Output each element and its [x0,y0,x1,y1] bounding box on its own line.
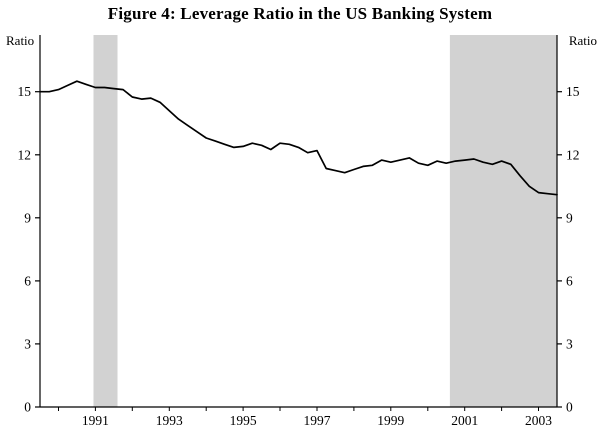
recession-band [93,35,118,407]
y-tick-label-right: 9 [566,210,573,225]
y-axis-unit-label-right: Ratio [568,33,597,48]
leverage-ratio-line [39,80,558,196]
y-tick-label-left: 12 [18,147,32,162]
y-tick-label-left: 0 [24,400,31,415]
x-tick-label: 2003 [525,413,552,428]
recession-band [449,35,557,407]
x-tick-label: 1995 [230,413,257,428]
x-tick-label: 1991 [82,413,109,428]
x-tick-label: 1993 [156,413,183,428]
y-tick-label-right: 6 [566,273,573,288]
x-tick-label: 1997 [304,413,331,428]
y-tick-label-left: 9 [24,210,31,225]
chart-title: Figure 4: Leverage Ratio in the US Banki… [107,4,493,23]
y-tick-label-left: 6 [24,273,31,288]
y-axis-unit-label-left: Ratio [6,33,35,48]
y-tick-label-left: 15 [18,84,32,99]
x-tick-label: 1999 [377,413,404,428]
y-tick-label-right: 12 [566,147,580,162]
y-tick-label-left: 3 [24,336,31,351]
y-tick-label-right: 15 [566,84,580,99]
chart-canvas: 0 0 3 3 6 6 9 9 12 12 15 15 1991 1993 1995 1997 1999 2001… [18,35,580,428]
y-tick-label-right: 3 [566,336,573,351]
x-tick-label: 2001 [451,413,478,428]
y-tick-label-right: 0 [566,400,573,415]
